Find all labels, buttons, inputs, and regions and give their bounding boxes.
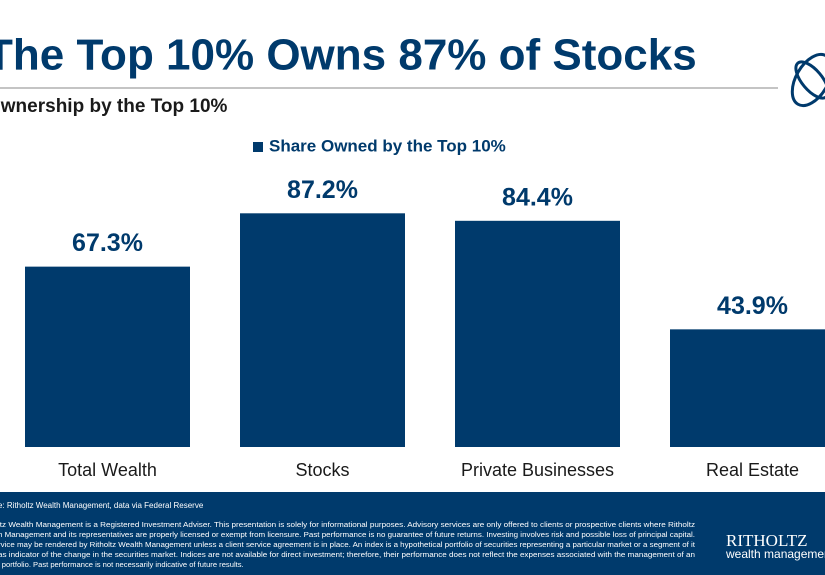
chart-subtitle: Ownership by the Top 10% — [0, 96, 228, 117]
x-tick-label: Private Businesses — [461, 460, 614, 480]
legend-swatch — [253, 142, 263, 152]
bar — [670, 329, 825, 447]
data-label: 43.9% — [717, 292, 788, 320]
x-tick-label: Stocks — [295, 460, 349, 480]
footer-disclaimer: rvice may be rendered by Ritholtz Wealth… — [0, 540, 696, 549]
bar — [25, 266, 190, 447]
data-label: 67.3% — [72, 229, 143, 257]
footer-disclaimer: as indicator of the change in the securi… — [0, 550, 695, 559]
data-label: 87.2% — [287, 176, 358, 204]
data-label: 84.4% — [502, 183, 573, 211]
logo-mark — [790, 52, 825, 108]
legend-label: Share Owned by the Top 10% — [269, 136, 506, 155]
x-tick-label: Total Wealth — [58, 460, 157, 480]
logo-tagline: wealth management — [725, 547, 825, 561]
bar — [240, 213, 405, 447]
footer-band — [0, 492, 825, 575]
footer-disclaimer: ltz Wealth Management is a Registered In… — [0, 520, 695, 529]
footer-source: e: Ritholtz Wealth Management, data via … — [0, 501, 204, 510]
chart-title: The Top 10% Owns 87% of Stocks — [0, 31, 697, 80]
logo-name: RITHOLTZ — [726, 531, 808, 550]
footer-disclaimer: l portfolio. Past performance is not nec… — [0, 560, 244, 569]
x-tick-label: Real Estate — [706, 460, 799, 480]
footer-disclaimer: h Management and its representatives are… — [0, 530, 695, 539]
bar — [455, 220, 620, 447]
